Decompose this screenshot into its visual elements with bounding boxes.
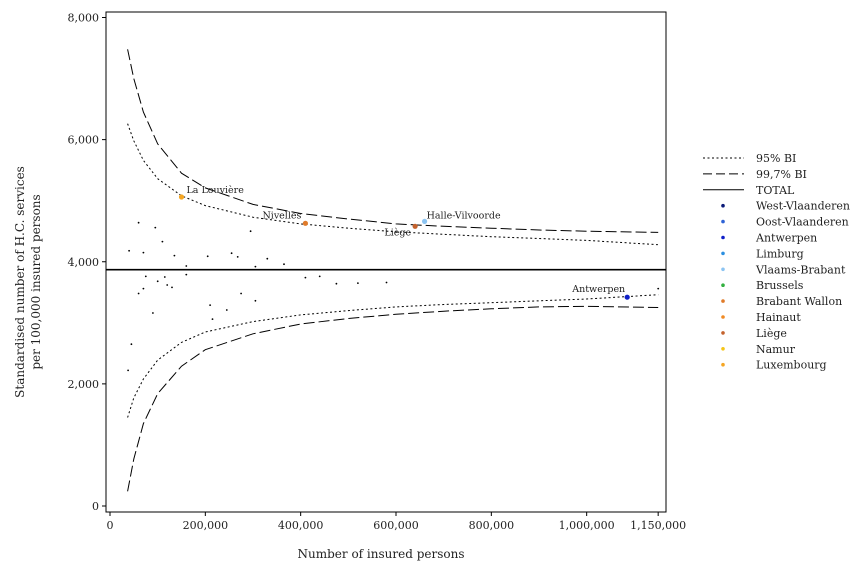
- legend-marker: [721, 283, 725, 288]
- legend-label: Hainaut: [756, 311, 801, 324]
- legend-label: Brabant Wallon: [756, 295, 842, 308]
- data-point: [161, 240, 164, 243]
- data-point: [142, 287, 145, 290]
- y-tick-label: 8,000: [68, 12, 100, 25]
- legend-label: Liège: [756, 327, 787, 340]
- data-point: [240, 292, 243, 295]
- point-label: Liège: [384, 227, 411, 238]
- data-point: [206, 255, 209, 258]
- data-point: [185, 273, 188, 276]
- data-point: [249, 230, 252, 233]
- highlighted-point: [422, 218, 428, 224]
- data-point: [171, 286, 173, 289]
- data-point: [318, 275, 321, 278]
- highlighted-point: [624, 294, 630, 300]
- legend-marker: [721, 347, 725, 351]
- point-label: Antwerpen: [571, 284, 625, 295]
- data-point: [154, 226, 157, 229]
- x-tick-label: 1,000,000: [559, 519, 615, 532]
- legend-label: Brussels: [756, 279, 804, 292]
- data-point: [156, 280, 159, 283]
- x-tick-label: 1,150,000: [630, 519, 686, 532]
- data-point: [185, 265, 188, 267]
- legend-marker: [721, 362, 725, 367]
- data-point: [130, 343, 133, 346]
- data-point: [304, 276, 307, 279]
- data-point: [163, 276, 166, 278]
- x-tick-label: 400,000: [278, 519, 324, 532]
- y-tick-label: 4,000: [68, 256, 100, 269]
- y-tick-label: 2,000: [68, 378, 100, 391]
- legend-marker: [721, 235, 725, 240]
- y-tick-label: 6,000: [68, 134, 100, 147]
- data-point: [137, 292, 140, 295]
- legend-label: Oost-Vlaanderen: [756, 216, 849, 229]
- x-tick-label: 600,000: [373, 519, 419, 532]
- legend-marker: [721, 251, 725, 256]
- legend-label: Namur: [756, 343, 796, 356]
- x-tick-label: 0: [107, 519, 114, 532]
- point-labels: La Louvière Nivelles Liège Halle-Vilvoorde A…: [178, 185, 630, 300]
- data-point: [166, 284, 169, 286]
- data-point: [152, 312, 154, 314]
- legend-label: 99,7% BI: [756, 168, 807, 181]
- data-point: [137, 221, 140, 224]
- highlighted-point: [412, 223, 418, 229]
- y-axis: 0 2,000 4,000 6,000 8,000: [68, 12, 106, 513]
- data-points: [127, 221, 660, 372]
- y-axis-title-line-2: per 100,000 insured persons: [29, 194, 43, 369]
- data-point: [283, 263, 285, 266]
- legend-marker: [721, 267, 725, 272]
- point-label: La Louvière: [187, 185, 245, 196]
- legend-label: Vlaams-Brabant: [755, 263, 846, 276]
- legend-marker: [721, 331, 725, 335]
- x-tick-label: 800,000: [469, 519, 515, 532]
- data-point: [385, 281, 388, 284]
- ci95-upper-curve: [127, 123, 659, 246]
- confidence-limits: [127, 49, 659, 492]
- highlighted-point: [302, 220, 308, 226]
- x-tick-label: 200,000: [183, 519, 229, 532]
- ci95-lower-curve: [127, 294, 659, 418]
- plot-frame: [105, 11, 667, 513]
- ci997-upper-curve: [127, 49, 659, 233]
- legend-label: 95% BI: [756, 152, 796, 165]
- data-point: [357, 282, 359, 284]
- legend-marker: [721, 219, 725, 224]
- point-label: Nivelles: [262, 210, 301, 221]
- legend-label: West-Vlaanderen: [756, 200, 850, 213]
- legend: 95% BI 99,7% BI TOTAL West-Vlaanderen Oost-V…: [703, 152, 850, 372]
- legend-marker: [721, 315, 725, 319]
- data-point: [266, 257, 269, 260]
- legend-label: Antwerpen: [755, 232, 817, 245]
- legend-label: Limburg: [756, 247, 804, 260]
- y-tick-label: 0: [92, 500, 99, 513]
- data-point: [236, 256, 239, 258]
- data-point: [209, 304, 212, 306]
- point-label: Halle-Vilvoorde: [427, 210, 501, 221]
- data-point: [144, 275, 147, 278]
- data-point: [142, 251, 145, 254]
- data-point: [225, 309, 228, 311]
- data-point: [254, 265, 257, 268]
- data-point: [230, 252, 233, 255]
- y-axis-title-line-1: Standardised number of H.C. services: [13, 166, 27, 398]
- x-axis-title: Number of insured persons: [298, 547, 465, 561]
- x-axis: 0 200,000 400,000 600,000 800,000 1,000,000 1,…: [107, 512, 686, 532]
- legend-marker: [721, 299, 725, 303]
- legend-label: Luxembourg: [756, 359, 827, 372]
- data-point: [335, 282, 338, 285]
- legend-marker: [721, 203, 725, 208]
- data-point: [657, 287, 660, 290]
- data-point: [127, 369, 129, 372]
- data-point: [173, 254, 176, 257]
- ci997-lower-curve: [127, 305, 659, 492]
- highlighted-point: [178, 194, 185, 200]
- legend-label: TOTAL: [756, 184, 795, 197]
- data-point: [128, 249, 131, 252]
- data-point: [254, 299, 257, 302]
- data-point: [211, 318, 214, 320]
